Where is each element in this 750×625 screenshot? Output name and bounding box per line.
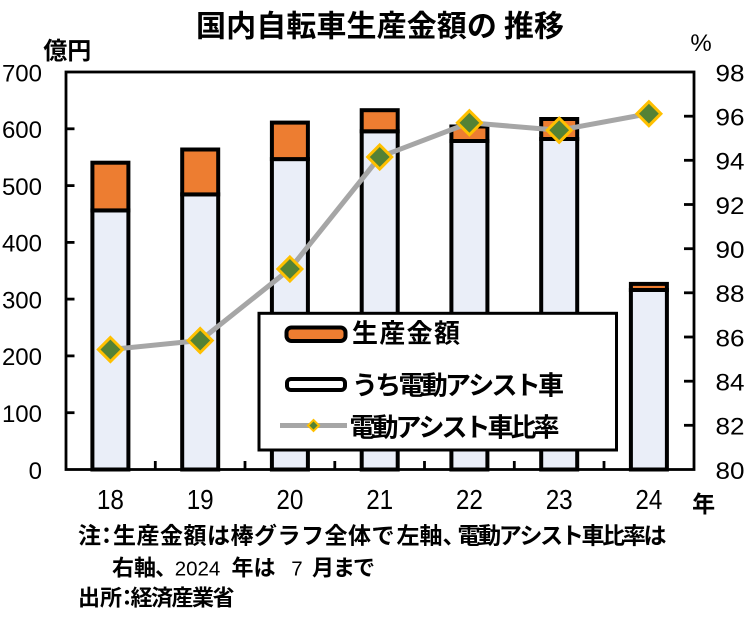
svg-text:18: 18	[97, 484, 124, 515]
svg-text:88: 88	[716, 281, 745, 308]
svg-text:84: 84	[716, 370, 745, 397]
svg-text:2024: 2024	[175, 558, 221, 581]
svg-text:億円: 億円	[43, 31, 91, 66]
svg-text:左軸、: 左軸、	[397, 517, 466, 551]
svg-text:600: 600	[2, 117, 42, 144]
svg-text:生産金額: 生産金額	[352, 314, 460, 351]
svg-text:経済産業省: 経済産業省	[131, 580, 235, 612]
svg-text:400: 400	[2, 231, 42, 258]
svg-text:100: 100	[2, 401, 42, 428]
svg-text:7: 7	[291, 558, 302, 581]
svg-text:生産金額は棒グラフ全体で: 生産金額は棒グラフ全体で	[113, 517, 395, 551]
svg-text:注：: 注：	[78, 517, 118, 551]
svg-text:82: 82	[716, 414, 745, 441]
svg-text:電動アシスト車比率: 電動アシスト車比率	[350, 408, 560, 445]
svg-text:右軸、: 右軸、	[112, 551, 177, 583]
svg-text:22: 22	[456, 484, 483, 515]
svg-text:出所：: 出所：	[78, 580, 138, 612]
svg-text:200: 200	[2, 344, 42, 371]
svg-text:0: 0	[29, 458, 42, 485]
svg-text:月まで: 月まで	[312, 551, 375, 583]
svg-text:96: 96	[716, 105, 745, 132]
svg-text:電動アシスト車比率は: 電動アシスト車比率は	[458, 517, 667, 551]
svg-text:%: %	[690, 30, 711, 57]
svg-text:年は: 年は	[232, 551, 276, 583]
svg-text:うち電動アシスト車: うち電動アシスト車	[352, 366, 564, 403]
svg-text:24: 24	[635, 484, 662, 515]
svg-text:500: 500	[2, 174, 42, 201]
svg-text:年: 年	[692, 485, 715, 519]
svg-text:86: 86	[716, 325, 745, 352]
svg-text:90: 90	[716, 237, 745, 264]
svg-text:300: 300	[2, 287, 42, 314]
svg-text:80: 80	[716, 458, 745, 485]
svg-text:98: 98	[716, 60, 745, 87]
svg-text:23: 23	[546, 484, 573, 515]
svg-text:92: 92	[716, 193, 745, 220]
svg-text:20: 20	[276, 484, 303, 515]
svg-text:19: 19	[187, 484, 214, 515]
svg-text:700: 700	[2, 60, 42, 87]
svg-text:国内自転車生産金額の 推移: 国内自転車生産金額の 推移	[196, 1, 564, 45]
svg-text:94: 94	[716, 149, 745, 176]
svg-text:21: 21	[366, 484, 393, 515]
